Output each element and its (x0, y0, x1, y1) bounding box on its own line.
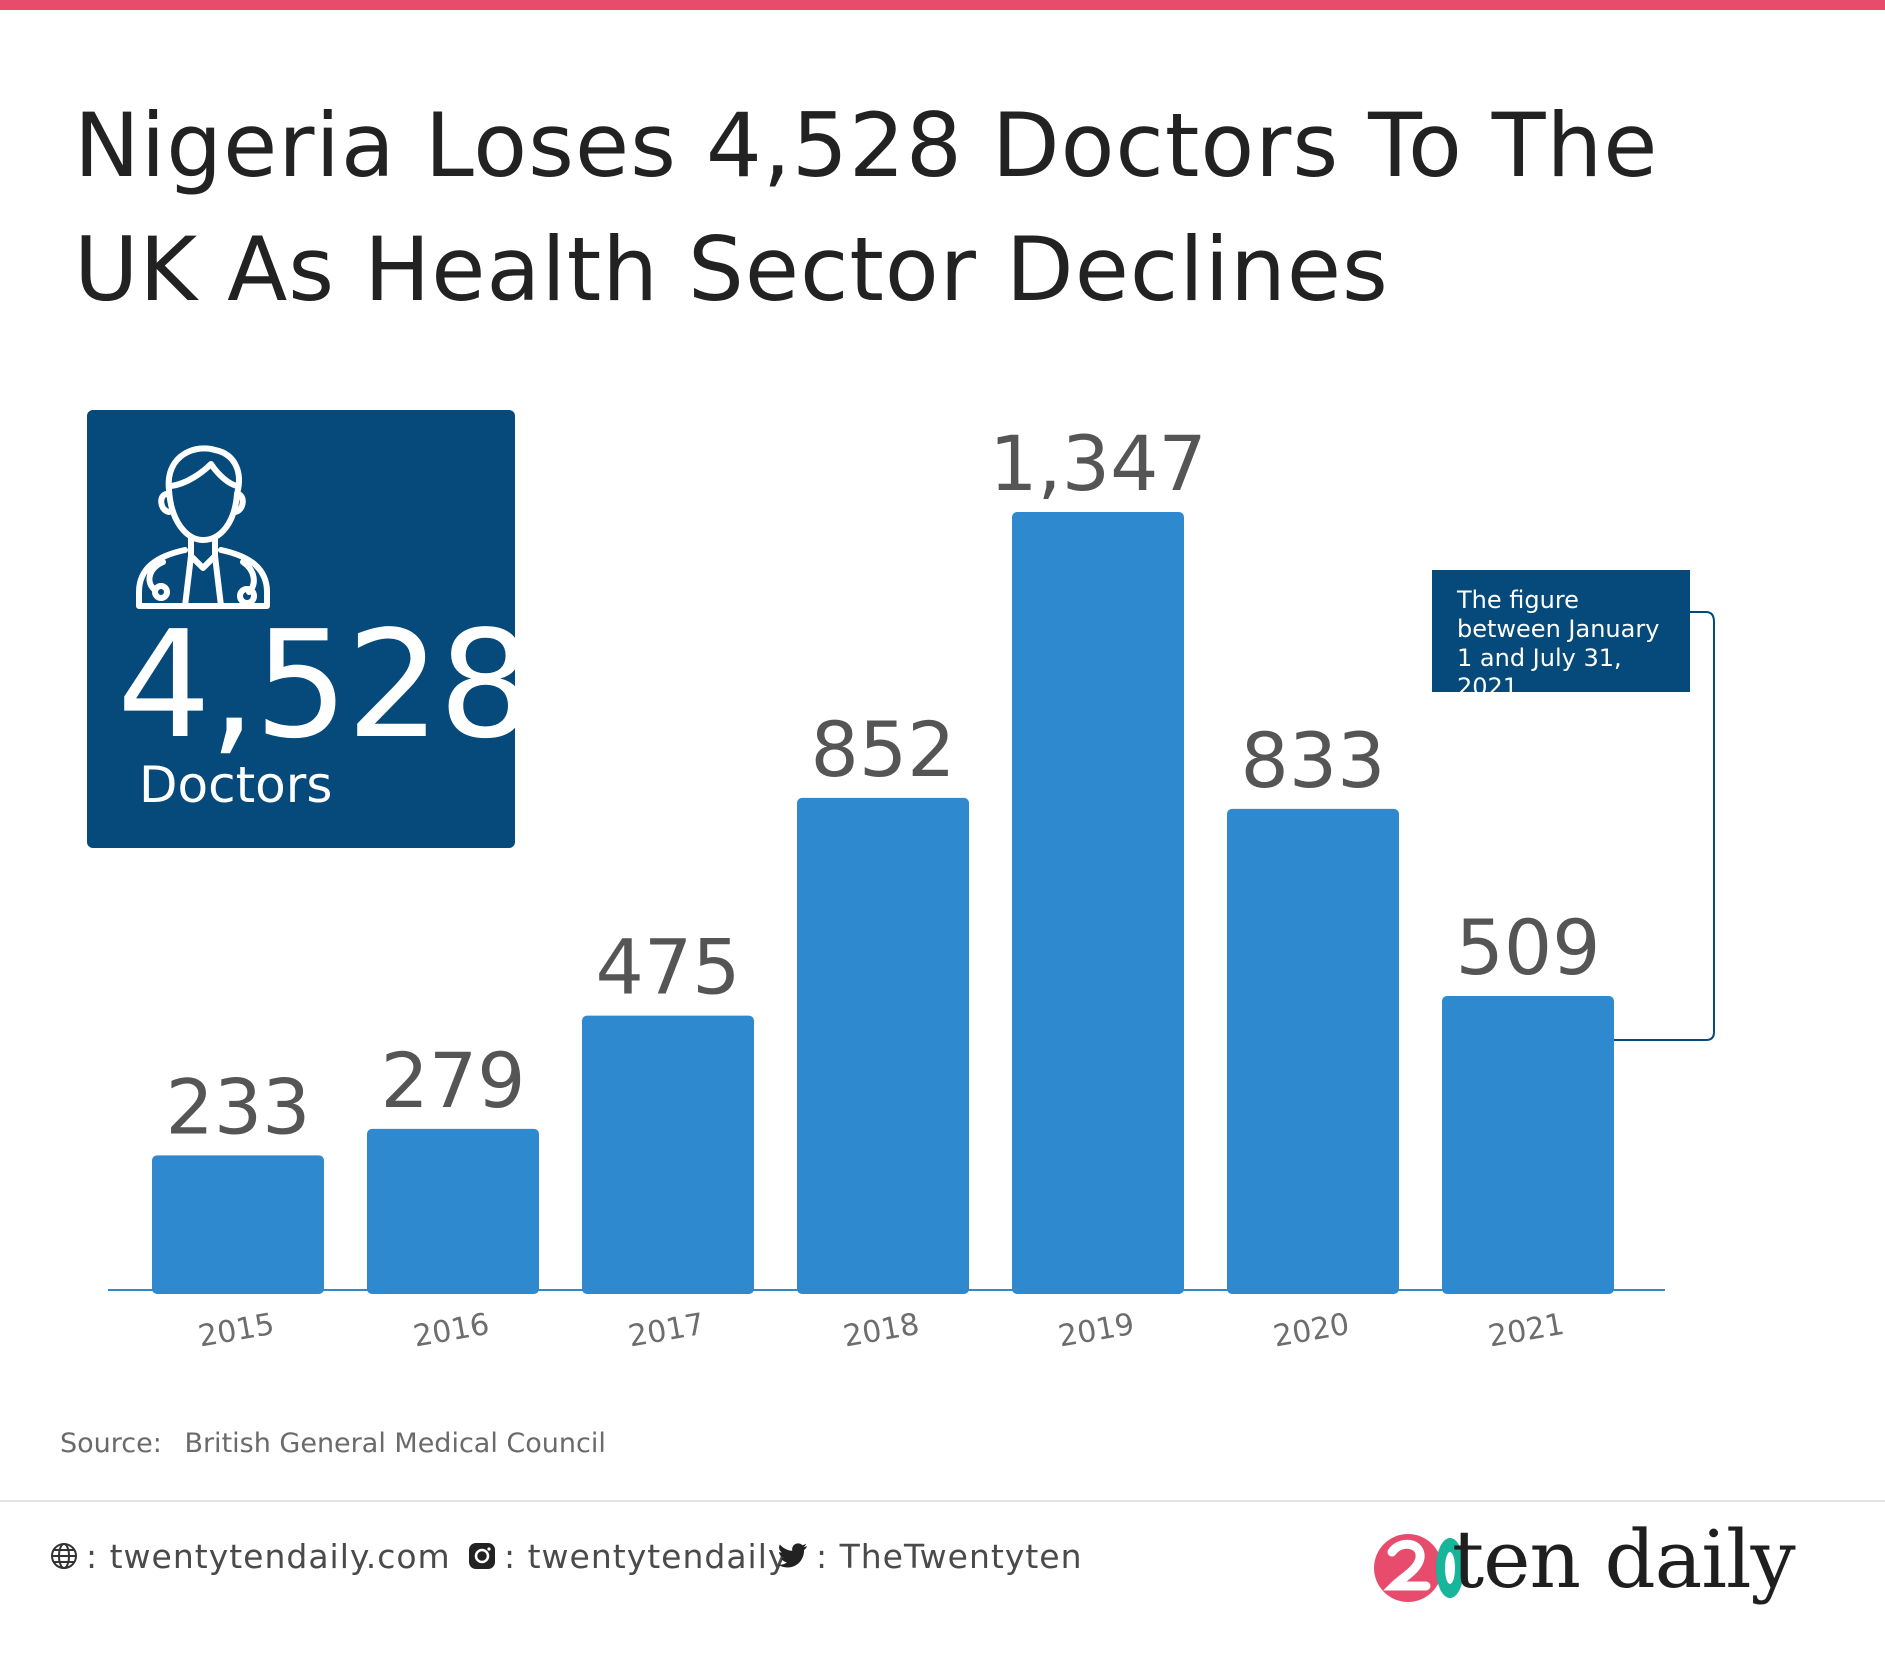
x-tick-label-2016: 2016 (411, 1307, 492, 1355)
footer-website[interactable]: : twentytendaily.com (50, 1536, 451, 1576)
x-tick-labels-layer: 2015 2016 2017 2018 2019 2020 2021 (196, 1307, 1567, 1355)
total-doctors-label: Doctors (139, 756, 333, 814)
x-tick-label-2021: 2021 (1486, 1307, 1567, 1355)
x-tick-label-2015: 2015 (196, 1307, 277, 1355)
x-tick-label-2020: 2020 (1271, 1307, 1352, 1355)
source-text: British General Medical Council (184, 1428, 606, 1459)
value-label-2018: 852 (810, 705, 955, 794)
x-tick-label-2019: 2019 (1056, 1307, 1137, 1355)
annotation-connector-line (1614, 611, 1715, 1042)
footer-divider (0, 1500, 1885, 1502)
value-label-2019: 1,347 (989, 419, 1207, 508)
footer-instagram-text: : twentytendaily (504, 1536, 789, 1576)
bar-2020 (1227, 808, 1399, 1294)
chart-title: Nigeria Loses 4,528 Doctors To The UK As… (74, 94, 1659, 321)
bar-2021 (1442, 996, 1614, 1294)
total-doctors-value: 4,528 (117, 599, 533, 771)
footer-twitter-text: : TheTwentyten (816, 1536, 1083, 1576)
twitter-icon (778, 1543, 807, 1568)
value-label-2021: 509 (1455, 903, 1600, 992)
footer-website-text: : twentytendaily.com (86, 1536, 451, 1576)
value-label-2020: 833 (1240, 716, 1385, 805)
bar-2016 (367, 1128, 539, 1294)
value-label-2015: 233 (165, 1062, 310, 1151)
x-tick-label-2017: 2017 (626, 1307, 707, 1355)
source-label: Source: (60, 1428, 162, 1459)
bar-2018 (797, 797, 969, 1294)
value-label-2017: 475 (595, 923, 740, 1012)
source-line: Source: British General Medical Council (60, 1428, 606, 1459)
total-doctors-card: 4,528 Doctors (87, 410, 533, 848)
brand-name: ten daily (1452, 1513, 1796, 1606)
x-tick-label-2018: 2018 (841, 1307, 922, 1355)
top-accent-bar (0, 0, 1885, 10)
footer-instagram[interactable]: : twentytendaily (468, 1536, 788, 1576)
brand-logo-mark (1374, 1534, 1464, 1602)
footer-twitter[interactable]: : TheTwentyten (778, 1536, 1083, 1576)
instagram-icon (469, 1543, 495, 1569)
bar-2017 (582, 1015, 754, 1294)
bars-layer (152, 512, 1614, 1294)
annotation-note-box: The figure between January 1 and July 31… (1432, 570, 1690, 701)
doctor-icon (136, 445, 270, 609)
value-label-2016: 279 (380, 1036, 525, 1125)
bar-2015 (152, 1155, 324, 1294)
value-labels-layer: 233 279 475 852 1,347 833 509 (165, 419, 1600, 1151)
bar-2019 (1012, 512, 1184, 1294)
globe-icon (51, 1543, 77, 1569)
